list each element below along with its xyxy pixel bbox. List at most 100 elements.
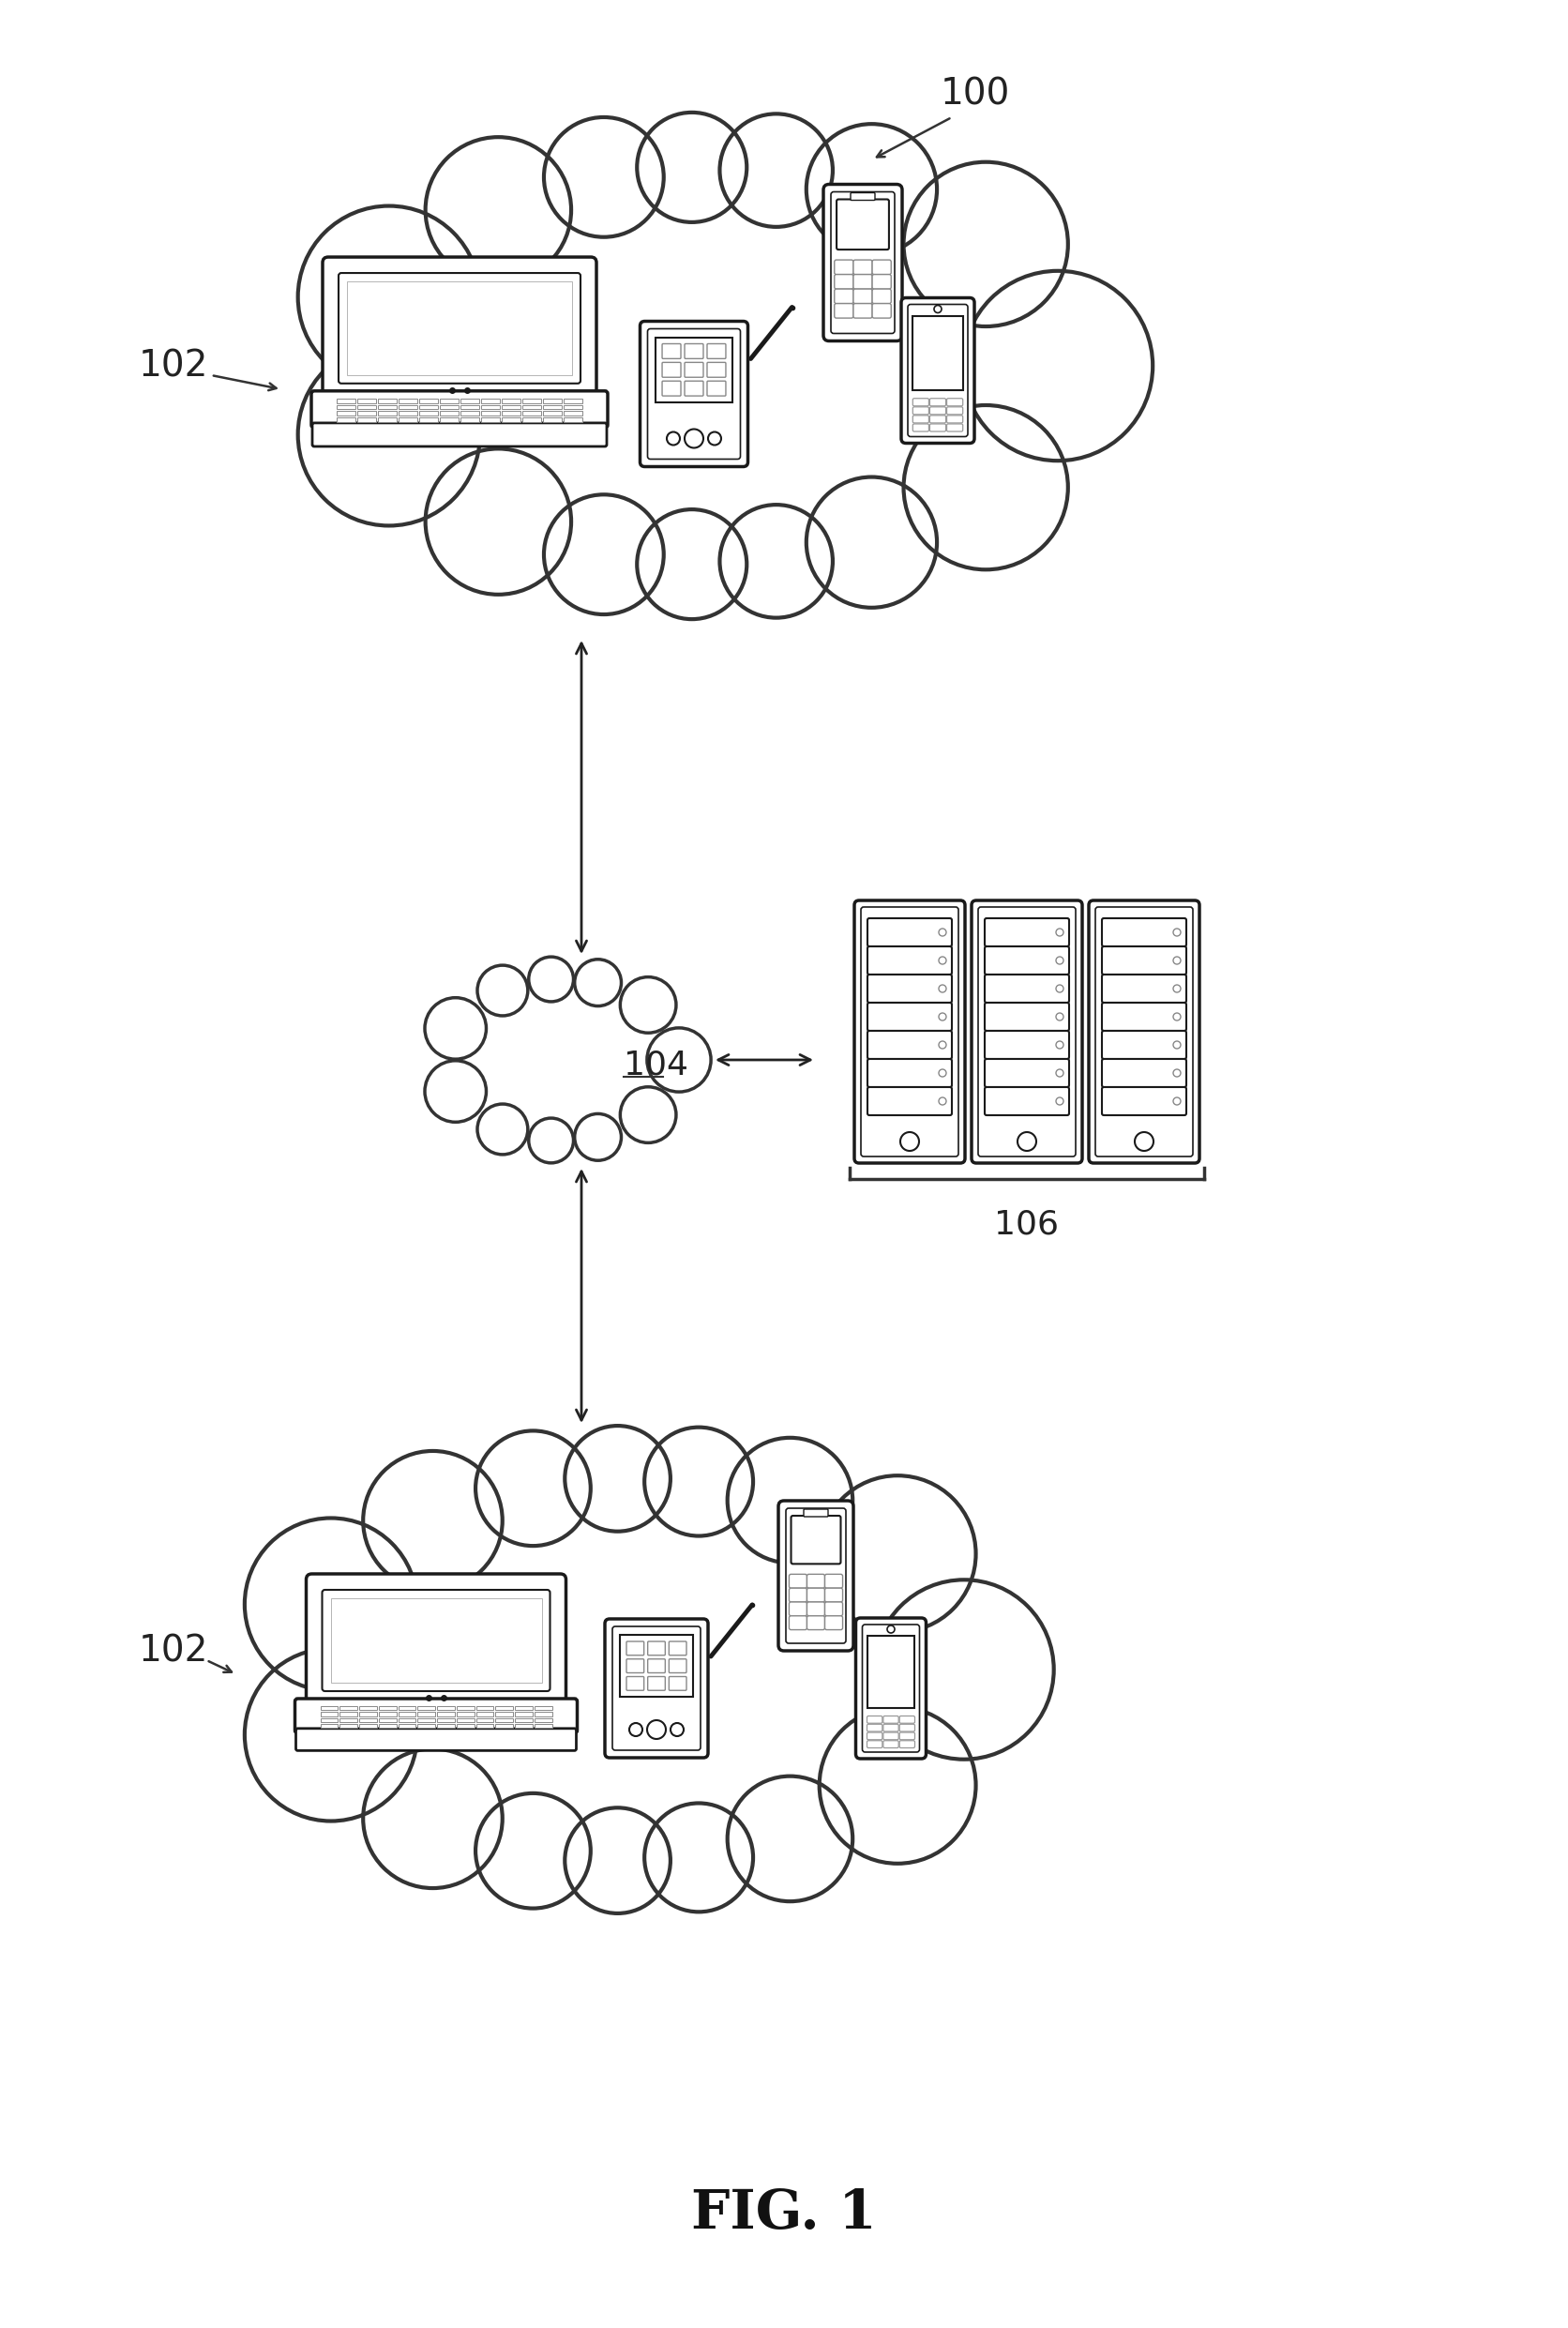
Polygon shape <box>456 989 516 1045</box>
FancyBboxPatch shape <box>972 901 1082 1164</box>
Circle shape <box>356 1741 510 1895</box>
Circle shape <box>939 1041 946 1048</box>
FancyBboxPatch shape <box>670 1660 687 1674</box>
FancyBboxPatch shape <box>861 908 958 1157</box>
Circle shape <box>629 1723 643 1737</box>
FancyBboxPatch shape <box>853 303 872 319</box>
FancyBboxPatch shape <box>790 1516 840 1564</box>
FancyBboxPatch shape <box>358 405 376 410</box>
FancyBboxPatch shape <box>340 1711 358 1716</box>
FancyBboxPatch shape <box>398 1718 416 1723</box>
Polygon shape <box>433 1774 547 1851</box>
FancyBboxPatch shape <box>359 1706 376 1711</box>
Polygon shape <box>767 498 872 561</box>
FancyBboxPatch shape <box>867 1716 883 1723</box>
FancyBboxPatch shape <box>461 405 480 410</box>
Text: 100: 100 <box>941 77 1010 112</box>
Circle shape <box>560 1802 676 1918</box>
FancyBboxPatch shape <box>834 261 853 275</box>
Circle shape <box>1055 1013 1063 1020</box>
FancyBboxPatch shape <box>900 1732 914 1739</box>
Polygon shape <box>389 298 461 435</box>
FancyBboxPatch shape <box>670 1676 687 1690</box>
Polygon shape <box>604 510 696 563</box>
FancyBboxPatch shape <box>358 398 376 403</box>
Circle shape <box>887 1625 895 1632</box>
FancyBboxPatch shape <box>808 1588 825 1602</box>
FancyBboxPatch shape <box>872 303 891 319</box>
FancyBboxPatch shape <box>883 1725 898 1732</box>
Circle shape <box>419 442 579 603</box>
FancyBboxPatch shape <box>514 1723 533 1727</box>
FancyBboxPatch shape <box>419 412 437 417</box>
FancyBboxPatch shape <box>563 417 582 421</box>
FancyBboxPatch shape <box>913 424 928 431</box>
FancyBboxPatch shape <box>619 1634 693 1697</box>
Polygon shape <box>331 1692 469 1818</box>
FancyBboxPatch shape <box>867 1087 952 1115</box>
FancyBboxPatch shape <box>947 407 963 414</box>
FancyBboxPatch shape <box>867 917 952 947</box>
FancyBboxPatch shape <box>437 1711 455 1716</box>
Polygon shape <box>616 1478 699 1525</box>
FancyBboxPatch shape <box>786 1509 845 1644</box>
FancyBboxPatch shape <box>900 1741 914 1748</box>
Polygon shape <box>550 980 597 1001</box>
Polygon shape <box>848 189 986 291</box>
Polygon shape <box>533 1478 622 1529</box>
FancyBboxPatch shape <box>930 407 946 414</box>
FancyBboxPatch shape <box>495 1718 513 1723</box>
FancyBboxPatch shape <box>913 398 928 405</box>
Circle shape <box>422 994 489 1062</box>
Circle shape <box>713 498 839 624</box>
Text: FIG. 1: FIG. 1 <box>691 2188 877 2240</box>
Circle shape <box>687 433 701 445</box>
FancyBboxPatch shape <box>437 1718 455 1723</box>
FancyBboxPatch shape <box>978 908 1076 1157</box>
FancyBboxPatch shape <box>778 1502 853 1651</box>
FancyBboxPatch shape <box>340 1723 358 1727</box>
Circle shape <box>671 1723 684 1737</box>
Circle shape <box>527 1115 575 1166</box>
Polygon shape <box>690 168 776 214</box>
Polygon shape <box>768 1741 897 1839</box>
FancyBboxPatch shape <box>1102 947 1187 975</box>
FancyBboxPatch shape <box>883 1732 898 1739</box>
Circle shape <box>685 428 704 447</box>
Circle shape <box>1173 985 1181 992</box>
Circle shape <box>709 433 721 445</box>
FancyBboxPatch shape <box>655 338 732 403</box>
FancyBboxPatch shape <box>900 1716 914 1723</box>
Text: 102: 102 <box>138 1632 209 1669</box>
FancyBboxPatch shape <box>867 947 952 975</box>
Circle shape <box>939 929 946 936</box>
Polygon shape <box>499 177 618 256</box>
FancyBboxPatch shape <box>398 398 417 403</box>
Circle shape <box>644 1024 713 1094</box>
Polygon shape <box>604 168 696 221</box>
FancyBboxPatch shape <box>825 1616 842 1630</box>
Circle shape <box>1135 1131 1154 1150</box>
FancyBboxPatch shape <box>985 1059 1069 1087</box>
FancyBboxPatch shape <box>685 345 704 359</box>
FancyBboxPatch shape <box>1102 917 1187 947</box>
FancyBboxPatch shape <box>339 272 580 384</box>
FancyBboxPatch shape <box>707 345 726 359</box>
Circle shape <box>648 1720 666 1739</box>
FancyBboxPatch shape <box>337 412 356 417</box>
Polygon shape <box>930 333 1058 487</box>
FancyBboxPatch shape <box>853 275 872 289</box>
FancyBboxPatch shape <box>441 417 458 421</box>
Circle shape <box>572 1110 624 1162</box>
Polygon shape <box>550 1120 597 1141</box>
FancyBboxPatch shape <box>908 305 967 438</box>
FancyBboxPatch shape <box>437 1723 455 1727</box>
Circle shape <box>1055 1041 1063 1048</box>
FancyBboxPatch shape <box>306 1574 566 1706</box>
FancyBboxPatch shape <box>359 1711 376 1716</box>
Circle shape <box>1173 957 1181 964</box>
Circle shape <box>721 1769 859 1907</box>
FancyBboxPatch shape <box>563 398 582 403</box>
FancyBboxPatch shape <box>985 947 1069 975</box>
Polygon shape <box>376 172 1049 559</box>
